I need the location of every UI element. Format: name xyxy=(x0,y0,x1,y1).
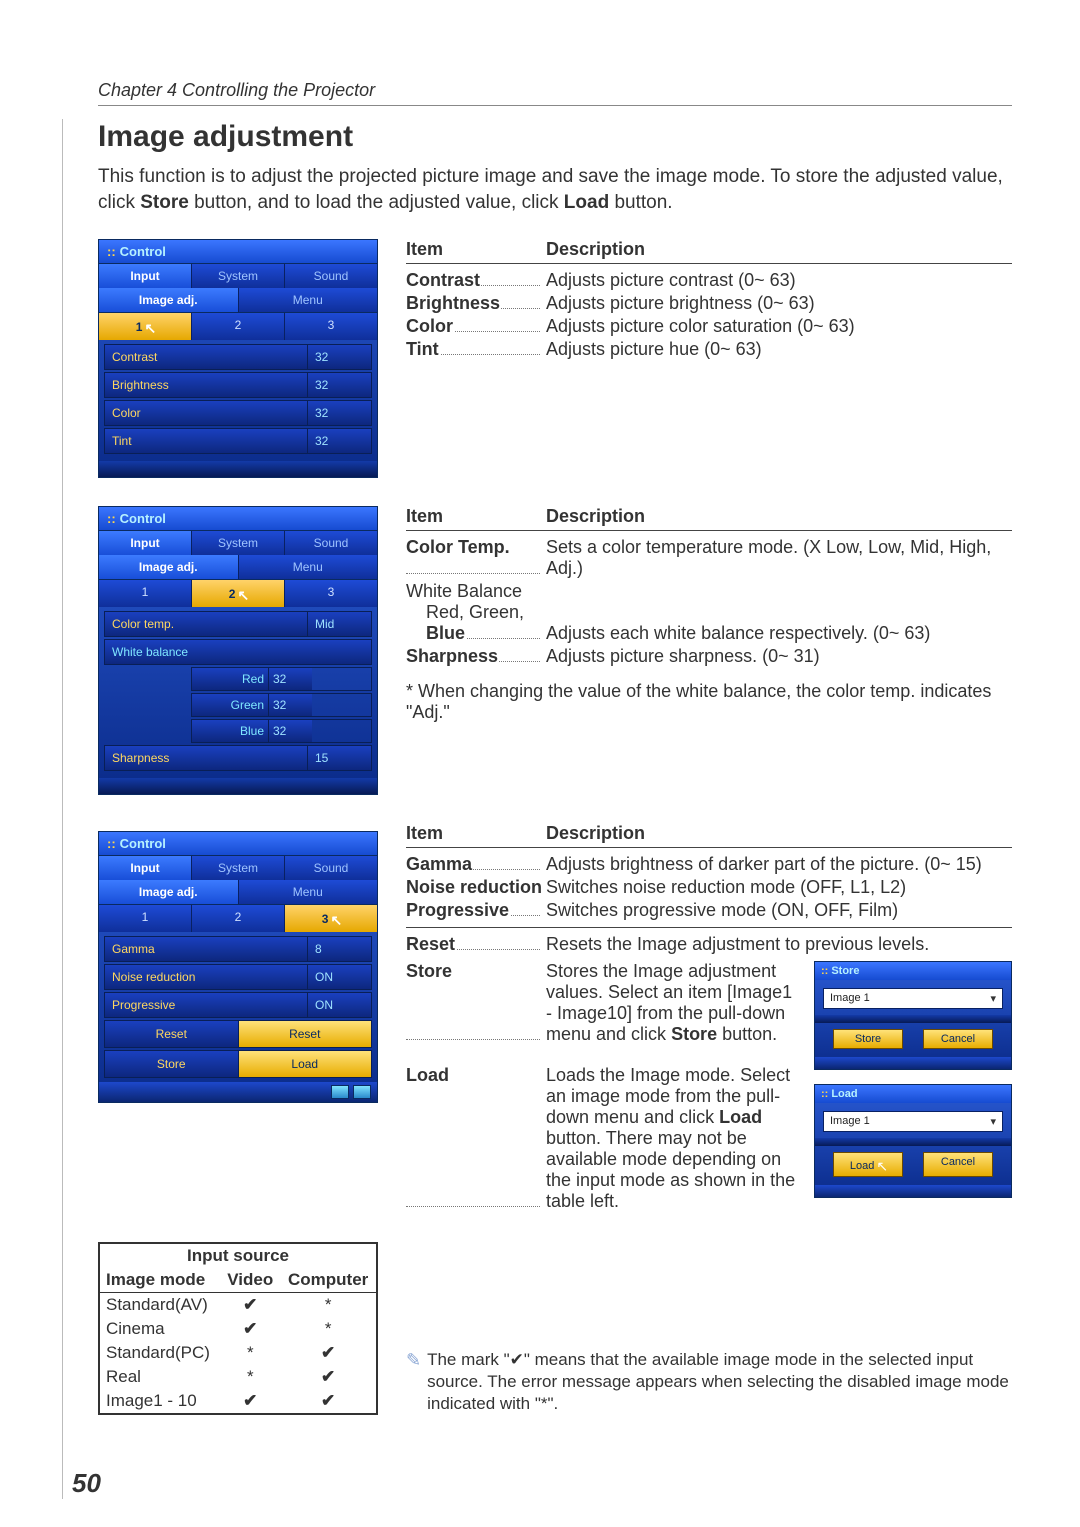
cursor-icon: ↖ xyxy=(144,320,156,337)
sharpness-row[interactable]: Sharpness xyxy=(105,746,307,770)
tab-image-adj[interactable]: Image adj. xyxy=(99,288,239,312)
brightness-row[interactable]: Brightness xyxy=(105,373,307,397)
gamma-row[interactable]: Gamma xyxy=(105,937,307,961)
chapter-rule xyxy=(98,105,1012,106)
store-button[interactable]: Store xyxy=(833,1029,903,1049)
control-panel-page3: ::Control Input System Sound Image adj. … xyxy=(98,831,378,1103)
page-side-rule xyxy=(62,119,63,1499)
cancel-button[interactable]: Cancel xyxy=(923,1152,993,1177)
control-panel-page1: ::Control Input System Sound Image adj. … xyxy=(98,239,378,478)
chevron-down-icon: ▾ xyxy=(990,1115,996,1128)
progressive-row[interactable]: Progressive xyxy=(105,993,307,1017)
whitebalance-note: * When changing the value of the white b… xyxy=(406,681,1012,723)
chapter-label: Chapter 4 Controlling the Projector xyxy=(98,80,1012,101)
reset-button[interactable]: Reset xyxy=(238,1021,372,1047)
load-select[interactable]: Image 1▾ xyxy=(823,1111,1003,1132)
whitebalance-row: White balance xyxy=(105,640,371,664)
cursor-icon: ↖ xyxy=(330,912,342,929)
chevron-down-icon: ▾ xyxy=(990,992,996,1005)
cancel-button[interactable]: Cancel xyxy=(923,1029,993,1049)
col-desc: Description xyxy=(546,239,645,260)
page-2[interactable]: 2 xyxy=(192,313,285,340)
page-3[interactable]: 3 xyxy=(285,313,377,340)
page-number: 50 xyxy=(72,1468,101,1499)
load-confirm-button[interactable]: Load↖ xyxy=(833,1152,903,1177)
page-1[interactable]: 1↖ xyxy=(99,313,192,340)
store-select[interactable]: Image 1▾ xyxy=(823,988,1003,1009)
pencil-icon: ✎ xyxy=(406,1349,421,1415)
page-title: Image adjustment xyxy=(98,120,1012,154)
input-source-table: Input source Image modeVideoComputer Sta… xyxy=(98,1242,378,1415)
cursor-icon: ↖ xyxy=(237,587,249,604)
footnote: ✎ The mark "✔" means that the available … xyxy=(406,1349,1012,1415)
col-item: Item xyxy=(406,239,546,260)
tint-row[interactable]: Tint xyxy=(105,429,307,453)
tab-sound[interactable]: Sound xyxy=(285,264,377,288)
load-popup: ::Load Image 1▾ Load↖ Cancel xyxy=(814,1084,1012,1198)
cursor-icon: ↖ xyxy=(876,1158,888,1175)
intro-paragraph: This function is to adjust the projected… xyxy=(98,164,1012,215)
control-panel-page2: ::Control Input System Sound Image adj. … xyxy=(98,506,378,795)
tab-input[interactable]: Input xyxy=(99,264,192,288)
color-row[interactable]: Color xyxy=(105,401,307,425)
tab-menu[interactable]: Menu xyxy=(239,288,378,312)
store-popup: ::Store Image 1▾ Store Cancel xyxy=(814,961,1012,1070)
contrast-row[interactable]: Contrast xyxy=(105,345,307,369)
tab-system[interactable]: System xyxy=(192,264,285,288)
noise-row[interactable]: Noise reduction xyxy=(105,965,307,989)
load-button[interactable]: Load xyxy=(238,1051,372,1077)
footer-icon xyxy=(353,1085,371,1099)
footer-icon xyxy=(331,1085,349,1099)
colortemp-row[interactable]: Color temp. xyxy=(105,612,307,636)
